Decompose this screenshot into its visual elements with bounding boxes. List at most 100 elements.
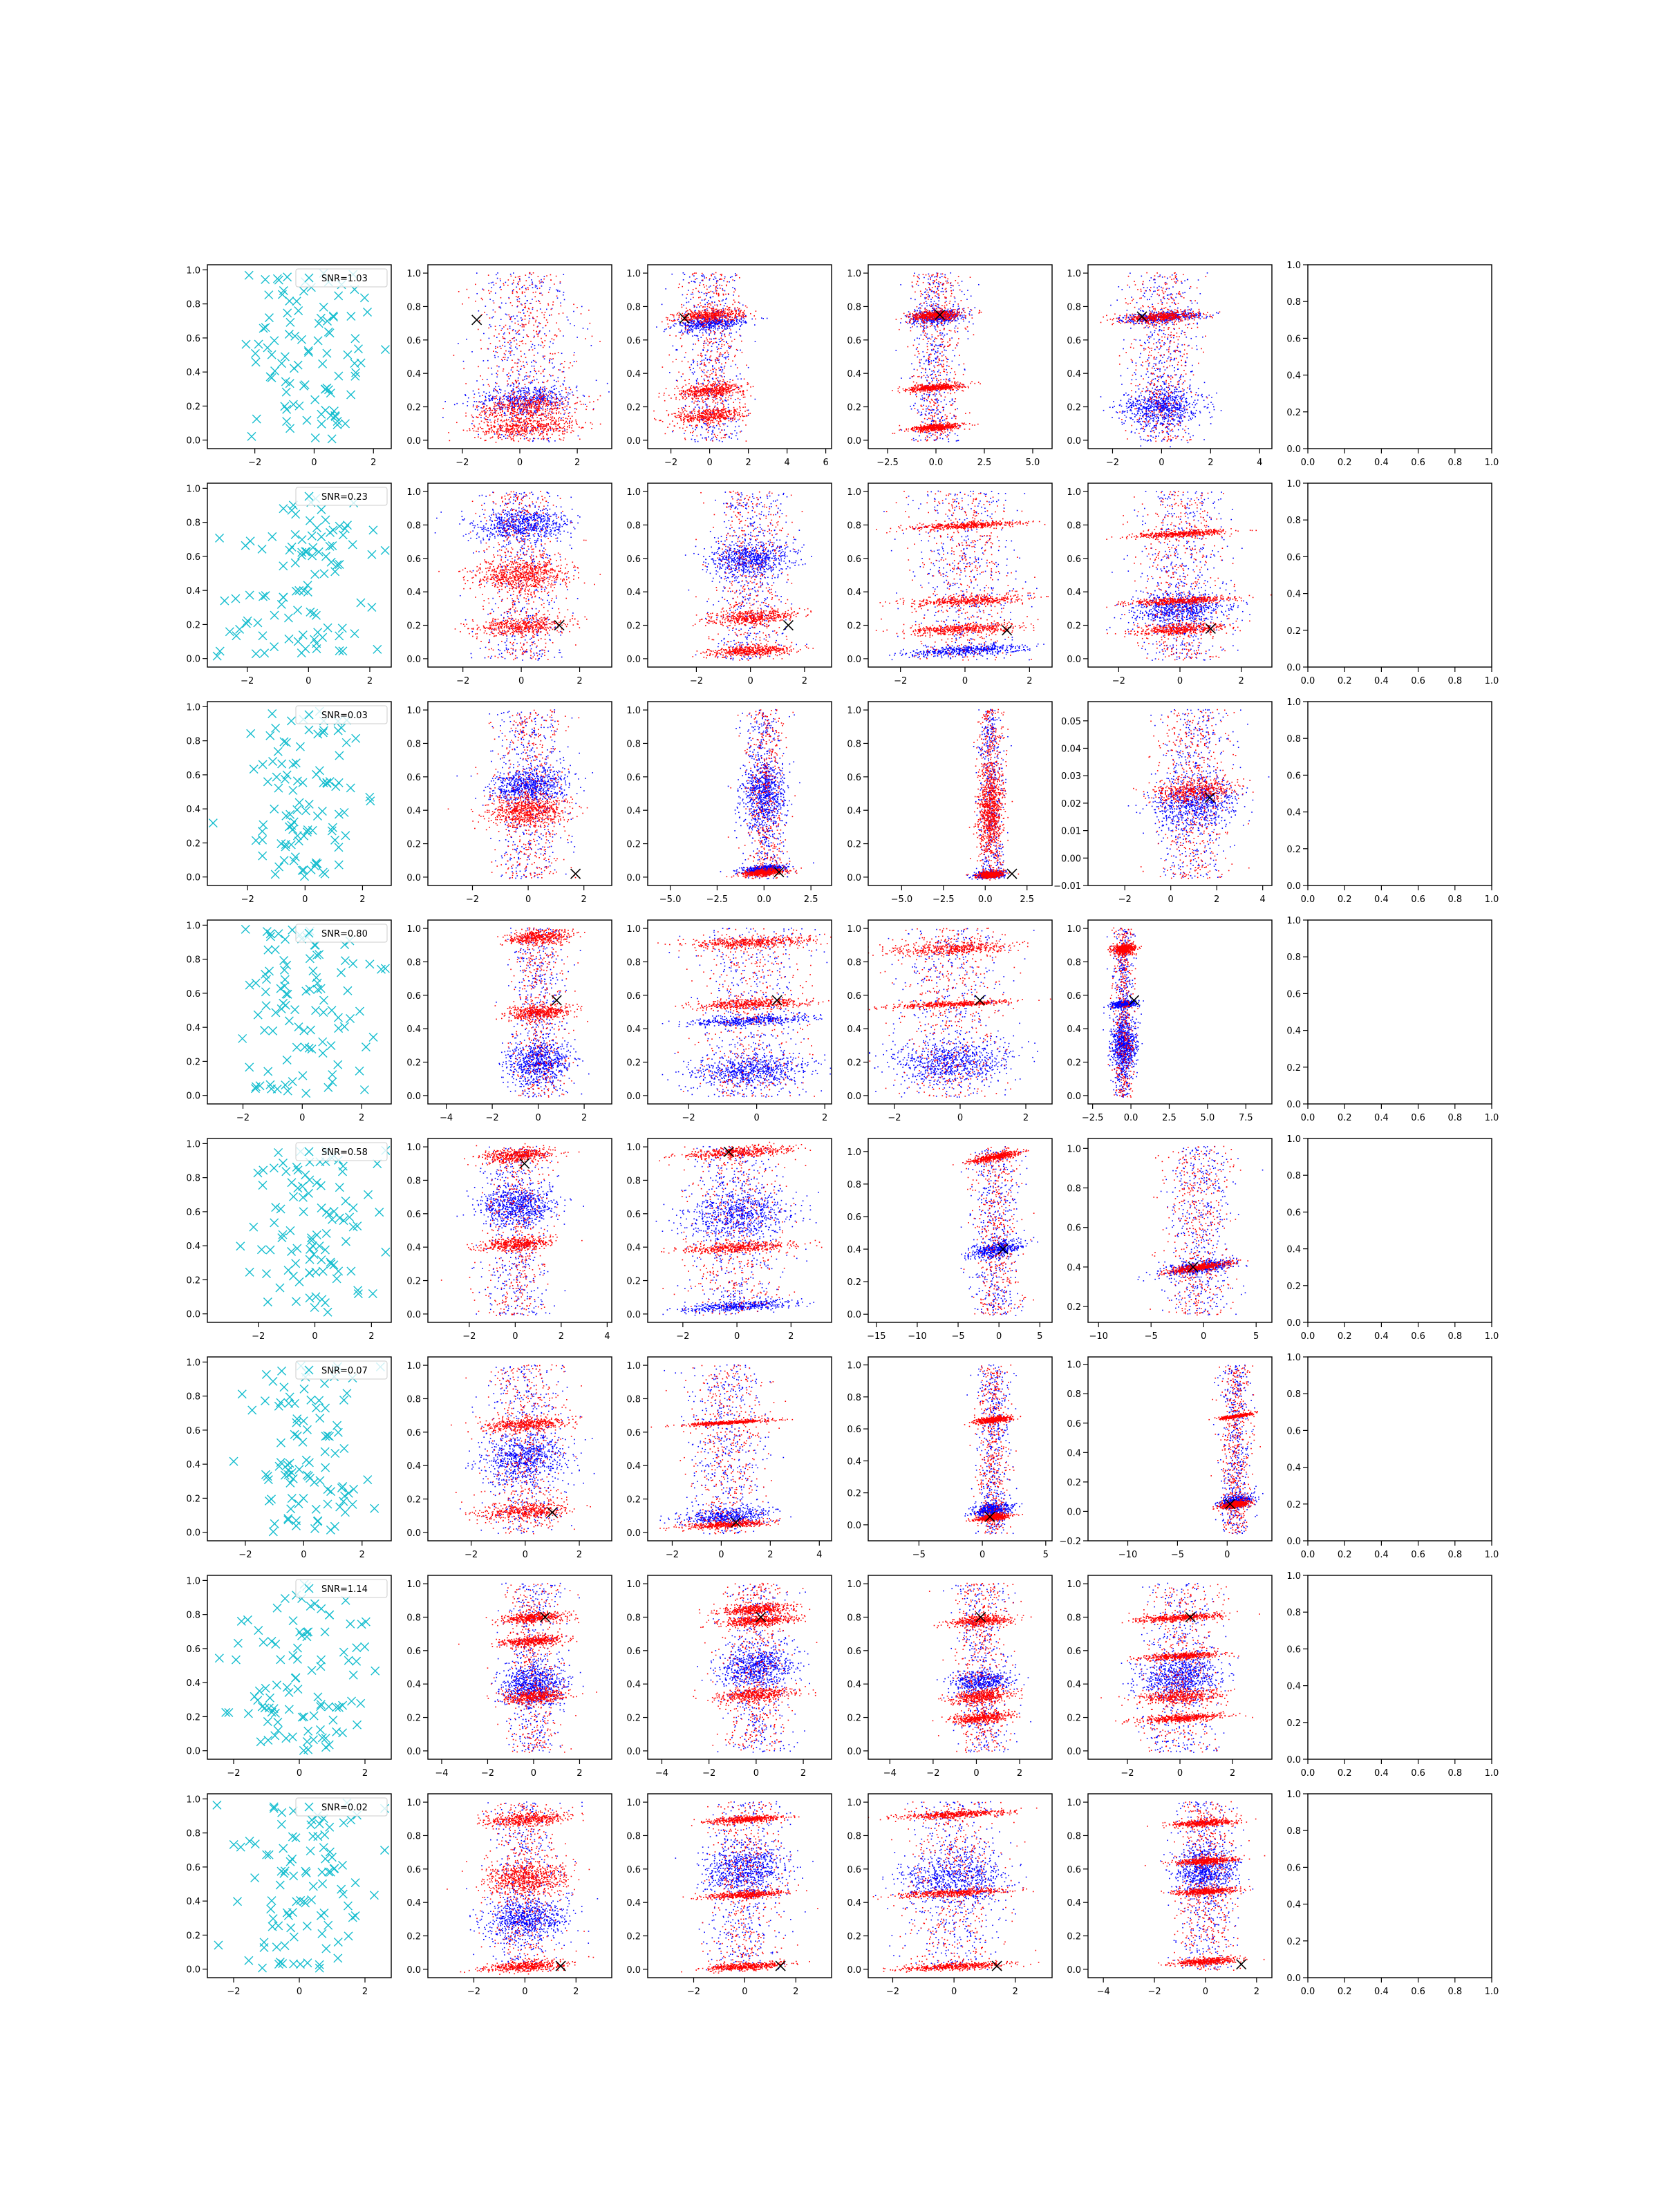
dot xyxy=(574,408,576,409)
dot xyxy=(515,380,516,382)
dot xyxy=(519,375,521,376)
dot xyxy=(704,304,706,306)
dot xyxy=(534,397,535,398)
dot xyxy=(479,414,480,415)
dot xyxy=(588,310,590,311)
dot xyxy=(513,316,514,317)
dot xyxy=(723,330,724,331)
dot xyxy=(541,395,542,396)
dot xyxy=(718,330,719,331)
dot xyxy=(521,408,522,409)
dot xyxy=(518,400,519,401)
dot xyxy=(543,371,544,373)
dot xyxy=(520,325,521,326)
dot xyxy=(505,393,506,395)
dot xyxy=(543,375,545,377)
dot xyxy=(500,424,501,426)
dot xyxy=(577,386,578,387)
dot xyxy=(526,428,527,429)
dot xyxy=(552,304,554,306)
dot xyxy=(521,304,523,306)
dot xyxy=(570,418,571,420)
dot xyxy=(507,404,508,406)
dot xyxy=(563,438,565,439)
dot xyxy=(718,321,720,322)
dot xyxy=(730,321,731,323)
dot xyxy=(496,337,498,338)
dot xyxy=(547,404,548,406)
dot xyxy=(724,321,726,322)
dot xyxy=(724,313,725,315)
dot xyxy=(702,438,703,439)
dot xyxy=(695,427,696,428)
dot xyxy=(720,391,722,393)
dot xyxy=(744,322,745,324)
dot xyxy=(706,337,707,339)
dot xyxy=(542,427,543,429)
dot xyxy=(722,301,723,302)
dot xyxy=(695,312,697,314)
dot xyxy=(727,434,728,435)
dot xyxy=(513,410,514,411)
dot xyxy=(548,415,550,416)
dot xyxy=(556,336,558,337)
dot xyxy=(693,420,694,422)
dot xyxy=(724,406,725,407)
dot xyxy=(538,424,539,426)
dot xyxy=(702,389,703,391)
dot xyxy=(525,306,526,307)
dot xyxy=(469,430,471,431)
dot xyxy=(514,407,515,409)
dot xyxy=(498,402,500,403)
dot xyxy=(702,391,703,393)
dot xyxy=(693,387,694,388)
dot xyxy=(557,290,559,291)
dot xyxy=(692,372,693,373)
dot xyxy=(534,337,535,338)
dot xyxy=(526,431,527,433)
dot xyxy=(729,379,731,380)
dot xyxy=(666,388,667,389)
dot xyxy=(681,330,682,332)
dot xyxy=(497,399,498,400)
dot xyxy=(575,420,577,421)
dot xyxy=(543,391,545,392)
dot xyxy=(715,317,717,318)
dot xyxy=(535,371,536,372)
dot xyxy=(494,426,496,427)
dot xyxy=(553,409,554,410)
dot xyxy=(675,320,676,321)
dot xyxy=(666,328,667,330)
dot xyxy=(539,410,541,411)
dot xyxy=(526,404,527,405)
dot xyxy=(485,400,487,402)
dot xyxy=(667,324,668,325)
dot xyxy=(522,324,523,325)
dot xyxy=(465,394,466,395)
dot xyxy=(498,408,500,409)
dot xyxy=(702,328,704,329)
dot xyxy=(532,366,533,367)
dot xyxy=(692,399,693,400)
dot xyxy=(534,405,536,406)
dot xyxy=(500,406,502,408)
dot xyxy=(693,321,694,323)
dot xyxy=(502,336,503,337)
dot xyxy=(486,433,487,435)
dot xyxy=(550,402,551,403)
dot xyxy=(499,437,500,438)
dot xyxy=(727,281,728,283)
dot xyxy=(706,395,708,396)
dot xyxy=(719,397,720,398)
dot xyxy=(518,284,519,285)
dot xyxy=(490,409,491,411)
dot xyxy=(559,408,561,409)
dot xyxy=(709,312,710,314)
y-tick-label: 0.6 xyxy=(186,334,200,344)
dot xyxy=(724,316,726,317)
dot xyxy=(583,395,584,396)
dot xyxy=(733,299,735,301)
x-tick-label: 0 xyxy=(706,458,712,468)
dot xyxy=(543,347,544,348)
dot xyxy=(737,350,738,351)
